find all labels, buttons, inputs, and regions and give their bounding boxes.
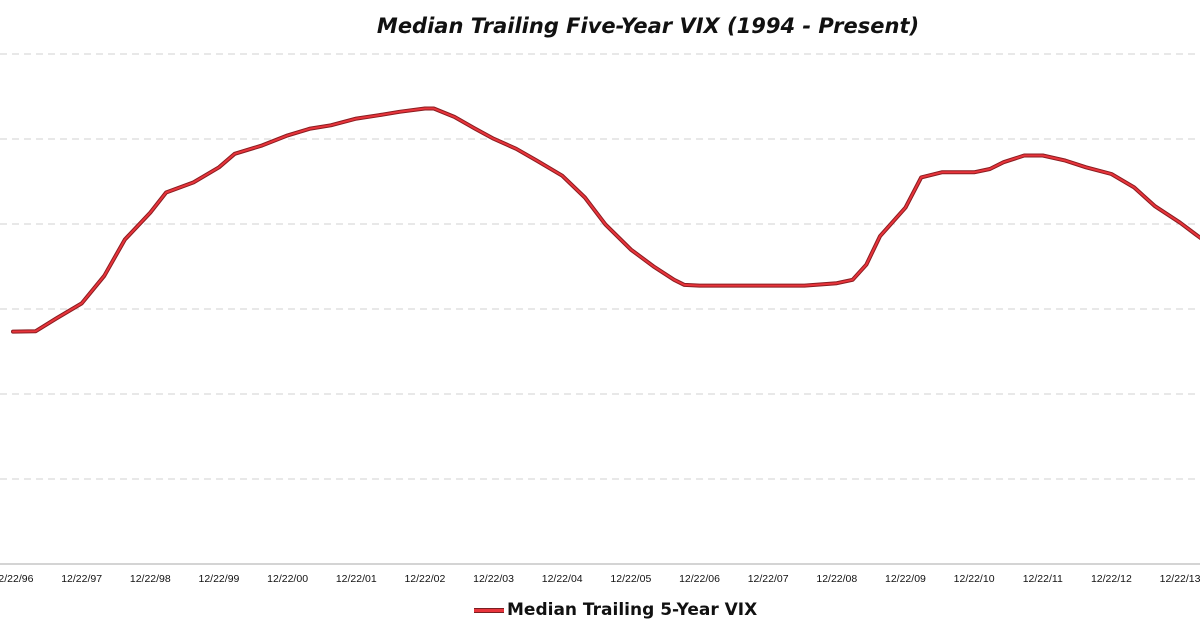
x-tick-label: 12/22/03	[473, 573, 514, 585]
chart-title: Median Trailing Five-Year VIX (1994 - Pr…	[376, 14, 920, 38]
x-tick-label: 12/22/96	[0, 573, 34, 585]
x-tick-label: 12/22/09	[885, 573, 926, 585]
x-tick-label: 12/22/98	[130, 573, 171, 585]
legend-label: Median Trailing 5-Year VIX	[507, 600, 758, 620]
x-tick-label: 12/22/99	[199, 573, 240, 585]
x-tick-label: 12/22/04	[542, 573, 583, 585]
legend-swatch	[474, 607, 504, 613]
x-axis-ticks: 12/22/96 12/22/97 12/22/98 12/22/99 12/22/00…	[0, 573, 1200, 585]
x-tick-label: 12/22/01	[336, 573, 377, 585]
x-tick-label: 12/22/07	[748, 573, 789, 585]
x-tick-label: 12/22/06	[679, 573, 720, 585]
x-tick-label: 12/22/13	[1160, 573, 1200, 585]
x-tick-label: 12/22/11	[1023, 573, 1063, 585]
x-tick-label: 12/22/02	[404, 573, 445, 585]
legend: Median Trailing 5-Year VIX	[474, 598, 757, 622]
x-tick-label: 12/22/10	[954, 573, 995, 585]
x-tick-label: 12/22/12	[1091, 573, 1132, 585]
x-tick-label: 12/22/05	[610, 573, 651, 585]
gridlines	[0, 53, 1200, 480]
x-tick-label: 12/22/00	[267, 573, 308, 585]
series-line	[12, 107, 1200, 333]
x-tick-label: 12/22/97	[61, 573, 102, 585]
series-line-outline	[11, 106, 1200, 334]
x-tick-label: 12/22/08	[816, 573, 857, 585]
series-group	[11, 106, 1200, 334]
